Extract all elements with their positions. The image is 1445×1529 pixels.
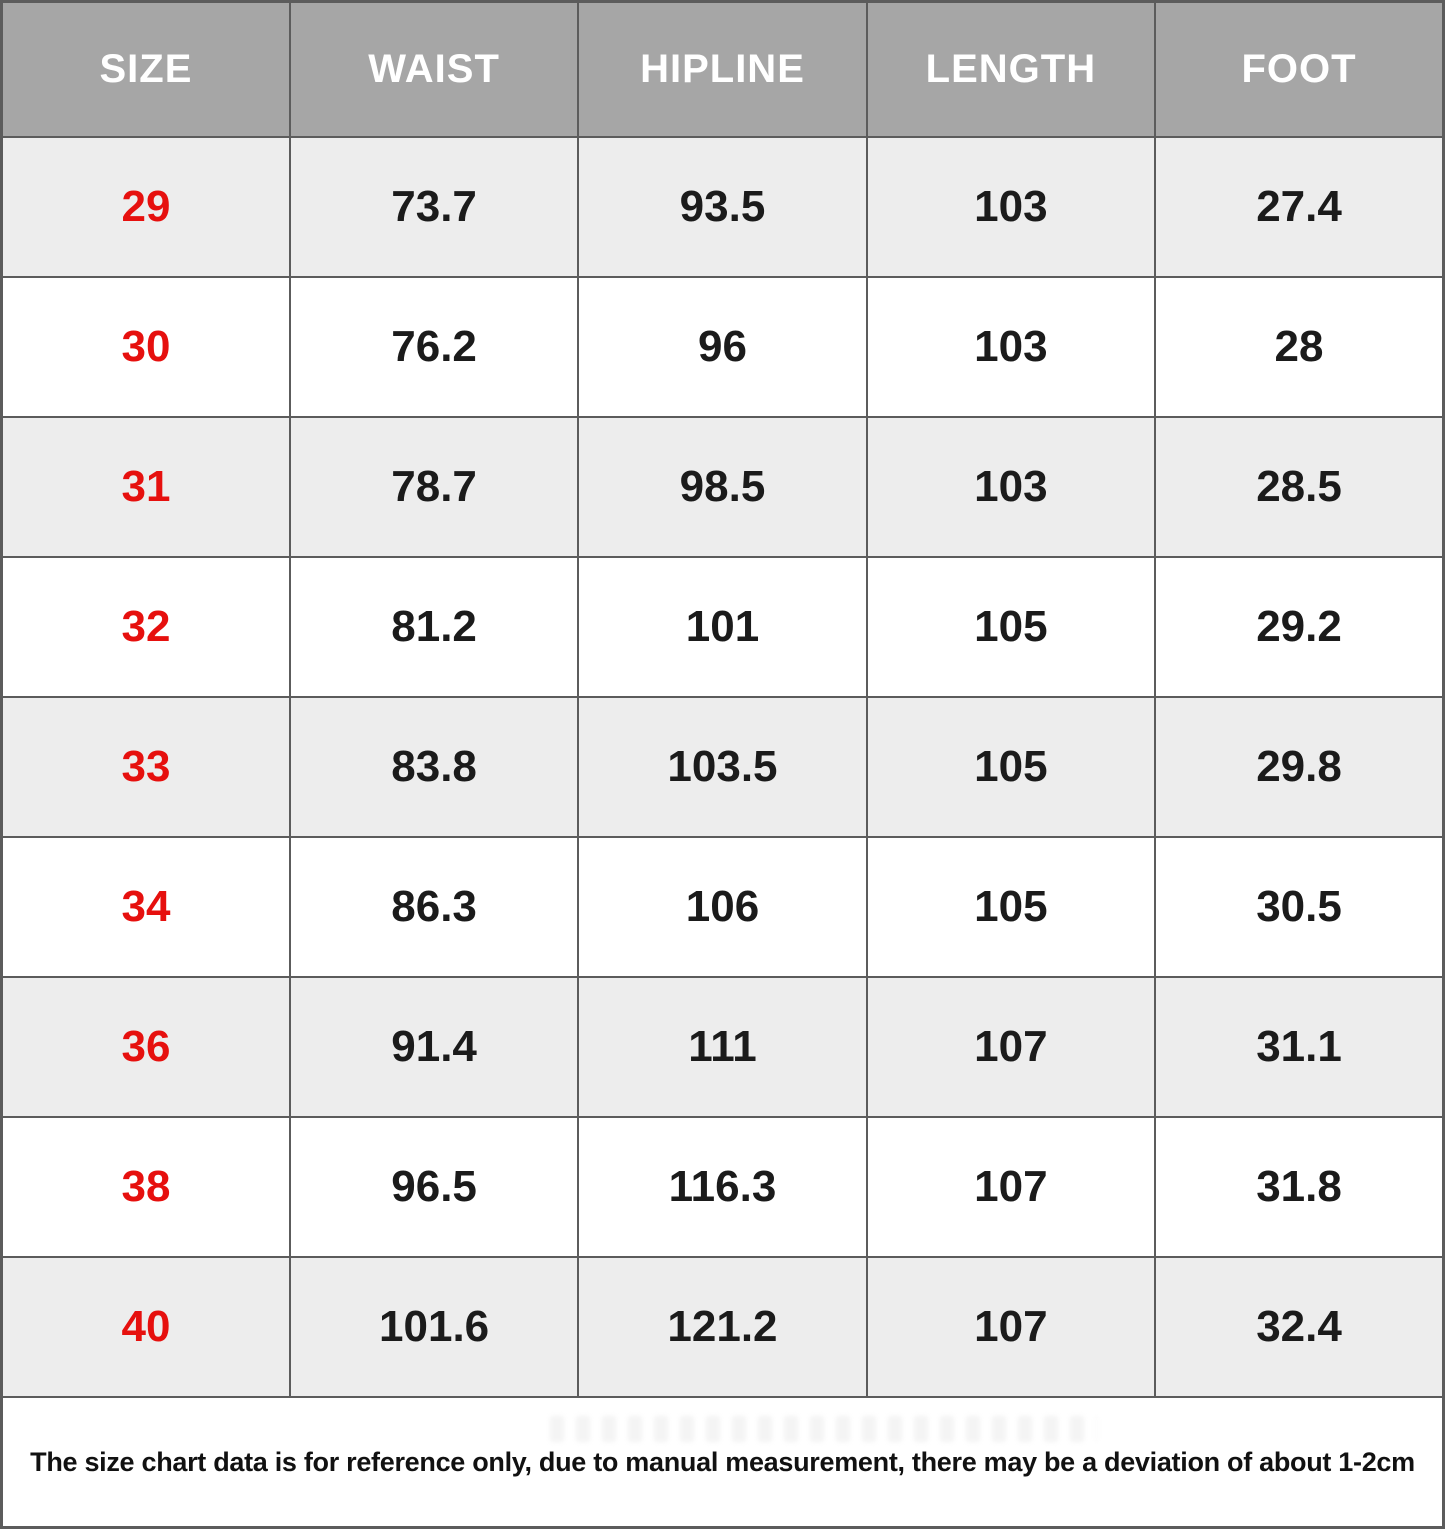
waist-cell: 78.7 bbox=[288, 416, 580, 558]
waist-cell: 76.2 bbox=[288, 276, 580, 418]
size-cell: 31 bbox=[0, 416, 291, 558]
foot-cell: 28.5 bbox=[1154, 416, 1445, 558]
faint-watermark bbox=[549, 1416, 1097, 1442]
foot-cell: 29.8 bbox=[1154, 696, 1445, 838]
hipline-cell: 111 bbox=[577, 976, 868, 1118]
size-cell: 29 bbox=[0, 136, 291, 278]
waist-cell: 96.5 bbox=[288, 1116, 580, 1258]
waist-cell: 91.4 bbox=[288, 976, 580, 1118]
waist-cell: 81.2 bbox=[288, 556, 580, 698]
foot-cell: 31.8 bbox=[1154, 1116, 1445, 1258]
length-cell: 107 bbox=[865, 1256, 1157, 1398]
waist-cell: 83.8 bbox=[288, 696, 580, 838]
hipline-cell: 116.3 bbox=[577, 1116, 868, 1258]
size-cell: 30 bbox=[0, 276, 291, 418]
table-row-size-36: 36 91.4 111 107 31.1 bbox=[0, 976, 1445, 1118]
column-header-waist: WAIST bbox=[288, 0, 580, 138]
table-row-size-31: 31 78.7 98.5 103 28.5 bbox=[0, 416, 1445, 558]
column-header-size: SIZE bbox=[0, 0, 291, 138]
table-row-size-34: 34 86.3 106 105 30.5 bbox=[0, 836, 1445, 978]
hipline-cell: 93.5 bbox=[577, 136, 868, 278]
waist-cell: 86.3 bbox=[288, 836, 580, 978]
hipline-cell: 106 bbox=[577, 836, 868, 978]
hipline-cell: 121.2 bbox=[577, 1256, 868, 1398]
column-header-hipline: HIPLINE bbox=[577, 0, 868, 138]
size-cell: 40 bbox=[0, 1256, 291, 1398]
waist-cell: 73.7 bbox=[288, 136, 580, 278]
length-cell: 107 bbox=[865, 1116, 1157, 1258]
length-cell: 103 bbox=[865, 276, 1157, 418]
foot-cell: 31.1 bbox=[1154, 976, 1445, 1118]
hipline-cell: 98.5 bbox=[577, 416, 868, 558]
hipline-cell: 96 bbox=[577, 276, 868, 418]
table-row-size-40: 40 101.6 121.2 107 32.4 bbox=[0, 1256, 1445, 1398]
table-row-size-30: 30 76.2 96 103 28 bbox=[0, 276, 1445, 418]
length-cell: 103 bbox=[865, 136, 1157, 278]
size-cell: 38 bbox=[0, 1116, 291, 1258]
footer-row: The size chart data is for reference onl… bbox=[0, 1396, 1445, 1529]
column-header-length: LENGTH bbox=[865, 0, 1157, 138]
waist-cell: 101.6 bbox=[288, 1256, 580, 1398]
length-cell: 107 bbox=[865, 976, 1157, 1118]
length-cell: 105 bbox=[865, 696, 1157, 838]
table-footer: The size chart data is for reference onl… bbox=[0, 1396, 1445, 1529]
foot-cell: 28 bbox=[1154, 276, 1445, 418]
column-header-foot: FOOT bbox=[1154, 0, 1445, 138]
size-cell: 33 bbox=[0, 696, 291, 838]
size-cell: 36 bbox=[0, 976, 291, 1118]
table-row-size-33: 33 83.8 103.5 105 29.8 bbox=[0, 696, 1445, 838]
length-cell: 105 bbox=[865, 556, 1157, 698]
table-row-size-32: 32 81.2 101 105 29.2 bbox=[0, 556, 1445, 698]
foot-cell: 30.5 bbox=[1154, 836, 1445, 978]
hipline-cell: 103.5 bbox=[577, 696, 868, 838]
table-header: SIZE WAIST HIPLINE LENGTH FOOT bbox=[0, 0, 1445, 138]
foot-cell: 32.4 bbox=[1154, 1256, 1445, 1398]
length-cell: 105 bbox=[865, 836, 1157, 978]
table-row-size-29: 29 73.7 93.5 103 27.4 bbox=[0, 136, 1445, 278]
footer-note-cell: The size chart data is for reference onl… bbox=[0, 1396, 1445, 1529]
length-cell: 103 bbox=[865, 416, 1157, 558]
header-row: SIZE WAIST HIPLINE LENGTH FOOT bbox=[0, 0, 1445, 138]
size-cell: 32 bbox=[0, 556, 291, 698]
foot-cell: 29.2 bbox=[1154, 556, 1445, 698]
hipline-cell: 101 bbox=[577, 556, 868, 698]
table-body: 29 73.7 93.5 103 27.4 30 76.2 96 103 28 … bbox=[0, 136, 1445, 1398]
size-cell: 34 bbox=[0, 836, 291, 978]
foot-cell: 27.4 bbox=[1154, 136, 1445, 278]
table-row-size-38: 38 96.5 116.3 107 31.8 bbox=[0, 1116, 1445, 1258]
disclaimer-note: The size chart data is for reference onl… bbox=[30, 1446, 1415, 1477]
